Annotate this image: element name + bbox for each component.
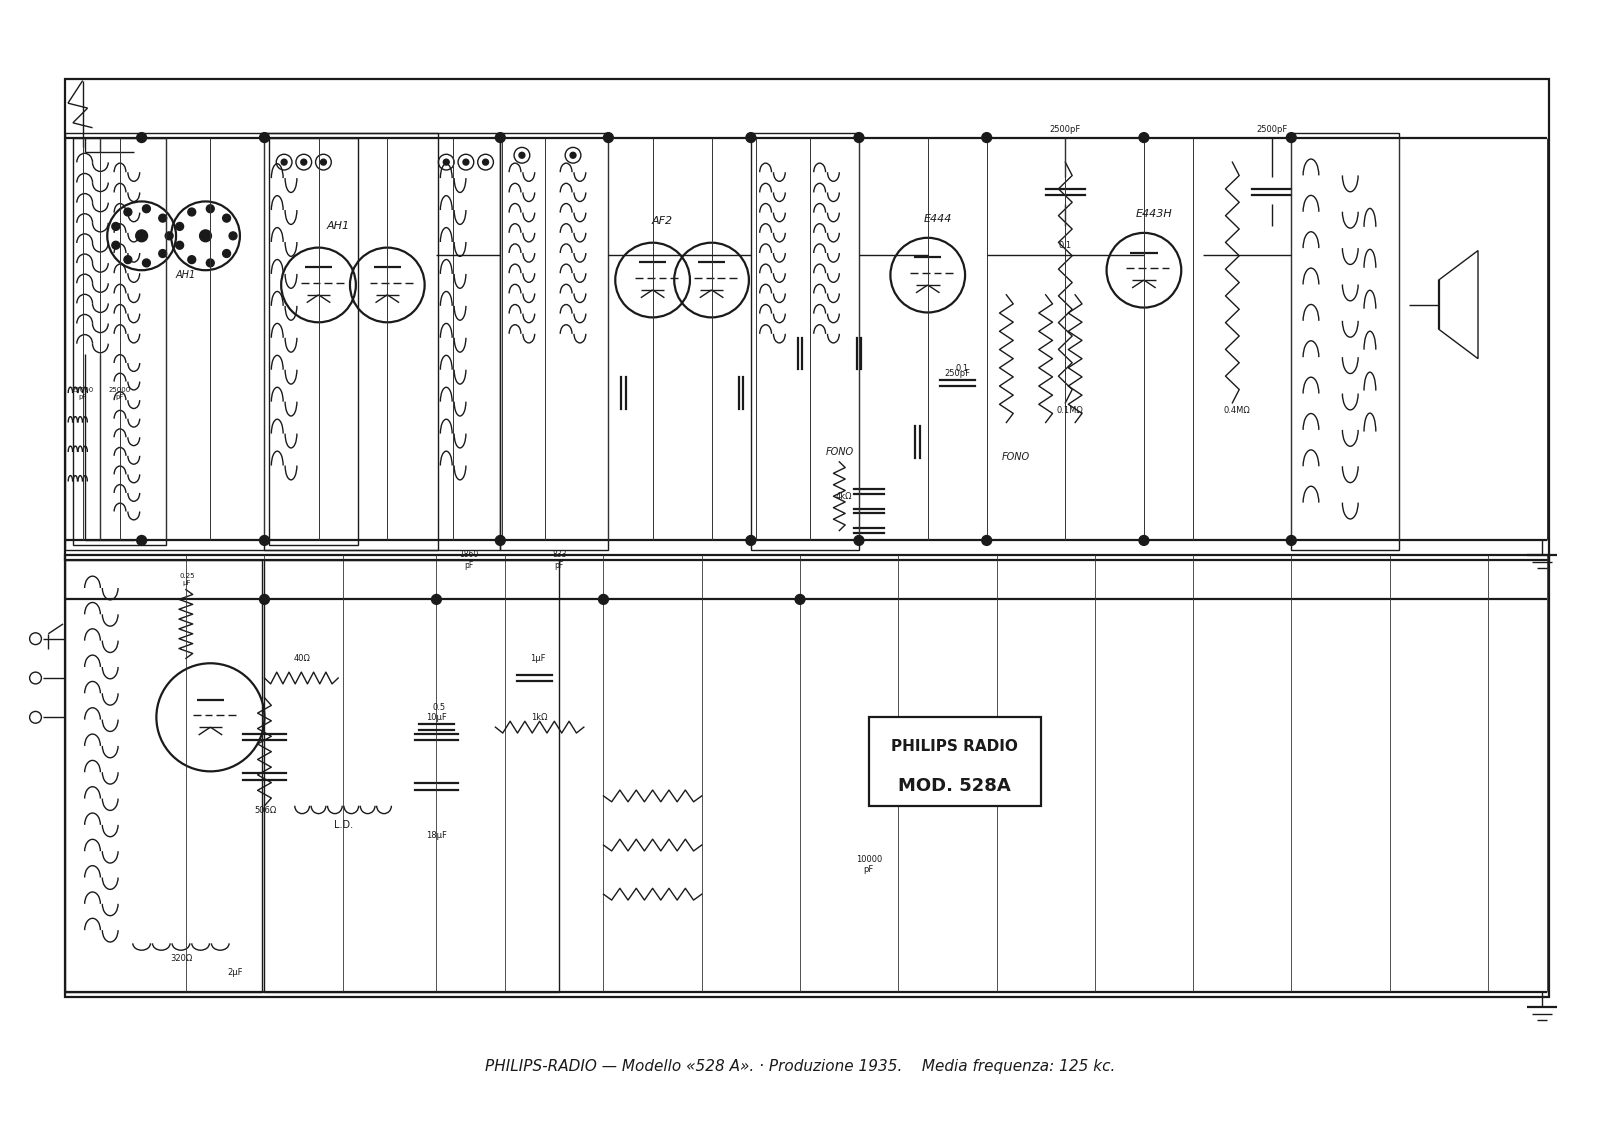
Text: 0.4MΩ: 0.4MΩ <box>1224 406 1251 415</box>
Text: E444: E444 <box>923 214 952 224</box>
Text: 0.1: 0.1 <box>1059 241 1072 250</box>
Text: 10μF: 10μF <box>426 713 446 722</box>
Circle shape <box>795 595 805 604</box>
Bar <box>501 132 608 551</box>
Bar <box>74 138 166 545</box>
Circle shape <box>301 159 307 165</box>
Text: 0.1MΩ: 0.1MΩ <box>1058 406 1083 415</box>
Circle shape <box>176 241 184 249</box>
Bar <box>750 132 859 551</box>
Bar <box>66 79 1549 560</box>
Circle shape <box>496 132 506 143</box>
Circle shape <box>282 159 286 165</box>
Circle shape <box>222 250 230 258</box>
Text: 250pF: 250pF <box>944 369 970 378</box>
Text: 833
pF: 833 pF <box>552 551 566 570</box>
Text: 1860
pF: 1860 pF <box>459 551 478 570</box>
Text: 40Ω: 40Ω <box>293 654 310 663</box>
Text: 25000
pF: 25000 pF <box>109 387 131 399</box>
Circle shape <box>187 208 195 216</box>
Circle shape <box>1139 132 1149 143</box>
Circle shape <box>158 214 166 222</box>
Bar <box>264 132 501 551</box>
Text: 506Ω: 506Ω <box>254 806 277 815</box>
Bar <box>66 560 261 992</box>
Circle shape <box>432 595 442 604</box>
Text: 0.1: 0.1 <box>955 364 968 373</box>
Circle shape <box>320 159 326 165</box>
Circle shape <box>229 232 237 240</box>
Circle shape <box>222 214 230 222</box>
Bar <box>66 132 438 551</box>
Text: 2μF: 2μF <box>227 968 243 977</box>
Circle shape <box>496 536 506 545</box>
Text: 2500pF: 2500pF <box>1050 126 1082 135</box>
Circle shape <box>123 256 131 264</box>
Text: 0.5: 0.5 <box>434 703 446 713</box>
Circle shape <box>176 223 184 231</box>
Text: E443H: E443H <box>1136 209 1173 219</box>
Text: FONO: FONO <box>826 447 853 457</box>
Text: 25000
pF: 25000 pF <box>72 387 94 399</box>
Text: 1kΩ: 1kΩ <box>531 713 547 722</box>
Text: AH1: AH1 <box>176 270 195 280</box>
Text: FONO: FONO <box>1002 452 1030 461</box>
Circle shape <box>158 250 166 258</box>
Bar <box>269 138 358 545</box>
Text: 1μF: 1μF <box>530 654 546 663</box>
Text: 320Ω: 320Ω <box>170 953 192 962</box>
Circle shape <box>187 256 195 264</box>
Text: 10000
pF: 10000 pF <box>856 855 882 874</box>
Circle shape <box>1139 536 1149 545</box>
Circle shape <box>165 232 173 240</box>
Bar <box>264 560 560 992</box>
Circle shape <box>518 153 525 158</box>
Circle shape <box>142 205 150 213</box>
Circle shape <box>1286 132 1296 143</box>
Circle shape <box>598 595 608 604</box>
Circle shape <box>259 132 269 143</box>
Circle shape <box>854 132 864 143</box>
Text: PHILIPS RADIO: PHILIPS RADIO <box>891 740 1018 754</box>
Circle shape <box>462 159 469 165</box>
Text: 0.25
μF: 0.25 μF <box>179 573 195 586</box>
Text: PHILIPS-RADIO — Modello «528 A». · Produzione 1935.    Media frequenza: 125 kc.: PHILIPS-RADIO — Modello «528 A». · Produ… <box>485 1059 1115 1073</box>
Circle shape <box>259 595 269 604</box>
Circle shape <box>136 132 147 143</box>
Circle shape <box>483 159 488 165</box>
Circle shape <box>746 132 755 143</box>
Circle shape <box>206 259 214 267</box>
Text: MOD. 528A: MOD. 528A <box>898 777 1011 795</box>
Circle shape <box>112 223 120 231</box>
Circle shape <box>136 536 147 545</box>
Circle shape <box>982 536 992 545</box>
Circle shape <box>142 259 150 267</box>
Circle shape <box>123 208 131 216</box>
Text: AH1: AH1 <box>326 221 350 231</box>
Text: 2500pF: 2500pF <box>1256 126 1288 135</box>
Circle shape <box>136 230 147 242</box>
Bar <box>869 717 1040 805</box>
Circle shape <box>1286 536 1296 545</box>
Circle shape <box>112 241 120 249</box>
Circle shape <box>854 536 864 545</box>
Circle shape <box>200 230 211 242</box>
Text: AF2: AF2 <box>651 216 674 226</box>
Circle shape <box>746 536 755 545</box>
Bar <box>66 555 1549 998</box>
Bar <box>1291 132 1400 551</box>
Text: 18μF: 18μF <box>426 831 446 839</box>
Circle shape <box>443 159 450 165</box>
Text: 4kΩ: 4kΩ <box>835 492 853 501</box>
Circle shape <box>570 153 576 158</box>
Circle shape <box>259 536 269 545</box>
Circle shape <box>982 132 992 143</box>
Circle shape <box>206 205 214 213</box>
Text: L.D.: L.D. <box>333 820 352 830</box>
Circle shape <box>603 132 613 143</box>
